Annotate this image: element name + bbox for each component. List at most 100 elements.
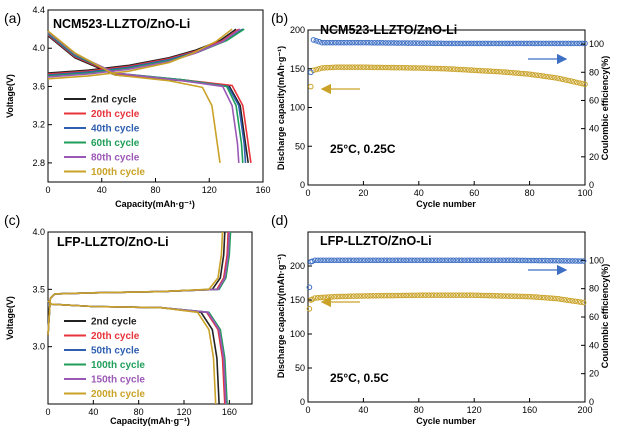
- panel-b-efficiency-point: [438, 40, 444, 47]
- panel-b-capacity-point: [524, 71, 530, 77]
- panel-a-x-tick-label: 40: [97, 185, 107, 195]
- panel-d-efficiency-point: [373, 257, 379, 264]
- panel-b-efficiency-point: [380, 40, 386, 46]
- panel-b-efficiency-point: [391, 40, 397, 46]
- panel-d-efficiency-point: [395, 257, 401, 264]
- panel-d-efficiency-point: [431, 257, 437, 264]
- panel-b-efficiency-point: [418, 40, 425, 47]
- panel-b-efficiency-point: [532, 40, 538, 47]
- panel-a-legend-label: 80th cycle: [91, 153, 140, 164]
- panel-b-capacity-point: [413, 65, 419, 71]
- panel-d-capacity-point: [367, 293, 374, 299]
- panel-d-capacity-point: [486, 292, 493, 299]
- panel-a-y-tick-label: 2.8: [32, 158, 45, 168]
- panel-d-efficiency-point: [420, 257, 426, 264]
- panel-d-annotation: 25°C, 0.5C: [330, 371, 389, 385]
- panel-d-efficiency-point: [497, 257, 504, 264]
- panel-d-capacity-point: [461, 292, 468, 299]
- panel-b-capacity-point: [341, 64, 347, 70]
- panel-b-capacity-point: [543, 73, 550, 80]
- panel-b-efficiency-point: [579, 40, 586, 47]
- panel-b-efficiency-point: [396, 40, 403, 46]
- panel-b-y-tick-label: 50: [295, 141, 305, 151]
- panel-b-ylabel: Discharge capacity(mAh·g⁻¹): [276, 46, 286, 170]
- panel-d-capacity-point: [425, 292, 432, 299]
- panel-c: 0 40 80 120 160 3.0 3.5 4.0 2nd cycle 20th cycl…: [4, 212, 253, 426]
- panel-c-legend-label: 50th cycle: [91, 346, 140, 357]
- panel-b-y-tick-label: 0: [300, 180, 305, 190]
- panel-d-efficiency-point: [461, 257, 468, 264]
- panel-b: 0 20 40 60 80 100 0 50 100 150 200 0 20 40 60 80 100 (…: [271, 10, 610, 209]
- panel-b-capacity-point: [388, 64, 394, 71]
- panel-d-efficiency-point: [337, 257, 343, 264]
- panel-a-legend: 2nd cycle 20th cycle 40th cycle 60th cycle 8…: [64, 95, 145, 178]
- panel-b-efficiency-point: [463, 40, 469, 47]
- panel-d-capacity-point: [353, 293, 360, 299]
- panel-c-charge-curve: [47, 231, 224, 336]
- panel-b-efficiency-point: [501, 40, 508, 47]
- panel-d-y2-tick-label: 0: [589, 397, 594, 407]
- panel-d-efficiency-point: [389, 257, 396, 264]
- panel-d-efficiency-point: [494, 257, 501, 264]
- panel-d-capacity-point: [389, 292, 396, 299]
- panel-d-points: [306, 257, 587, 312]
- panel-d-efficiency-point: [478, 257, 484, 264]
- panel-d-capacity-point: [447, 292, 454, 299]
- panel-b-capacity-point: [490, 68, 497, 75]
- panel-d-efficiency-point: [578, 258, 584, 264]
- panel-b-efficiency-point: [562, 40, 569, 47]
- panel-b-capacity-point: [366, 64, 372, 71]
- panel-a-ylabel: Voltage(V): [5, 74, 15, 118]
- panel-d-efficiency-point: [544, 257, 551, 264]
- panel-d-efficiency-point: [326, 257, 332, 264]
- panel-d-efficiency-point: [450, 257, 457, 264]
- panel-d-efficiency-point: [353, 257, 360, 264]
- panel-a-legend-label: 60th cycle: [91, 138, 140, 149]
- panel-d-x-tick-label: 40: [358, 405, 368, 415]
- panel-d-capacity-point: [439, 292, 446, 299]
- panel-b-capacity-point: [540, 73, 547, 79]
- panel-d-efficiency-point: [453, 257, 460, 264]
- panel-d-capacity-point: [483, 292, 490, 299]
- panel-b-capacity-point: [385, 64, 392, 71]
- panel-b-efficiency-point: [554, 40, 561, 47]
- panel-d-efficiency-point: [384, 257, 390, 264]
- panel-d-efficiency-point: [508, 257, 515, 264]
- panel-d-efficiency-point: [342, 257, 349, 264]
- panel-b-efficiency-point: [355, 39, 361, 46]
- panel-d-efficiency-point: [436, 257, 443, 264]
- panel-b-efficiency-point: [485, 40, 491, 47]
- panel-b-capacity-point: [474, 67, 480, 74]
- panel-d-xlabel: Cycle number: [416, 416, 476, 426]
- panel-a-x-tick-label: 120: [202, 185, 217, 195]
- panel-b-efficiency-point: [526, 40, 533, 47]
- panel-d-efficiency-point: [575, 258, 581, 264]
- panel-d-efficiency-point: [339, 257, 346, 264]
- panel-d-capacity-point: [481, 292, 487, 299]
- panel-b-y2-tick-label: 60: [589, 95, 599, 105]
- panel-d-efficiency-point: [392, 257, 399, 264]
- panel-d-capacity-point: [350, 293, 357, 300]
- panel-d-efficiency-point: [350, 257, 357, 264]
- panel-d-efficiency-point: [409, 257, 415, 264]
- panel-b-efficiency-point: [393, 40, 400, 46]
- panel-b-capacity-point: [440, 65, 447, 72]
- panel-b-capacity-point: [554, 75, 561, 81]
- panel-d-capacity-point: [522, 293, 529, 300]
- panel-b-efficiency-point: [496, 40, 502, 47]
- panel-b-efficiency-point: [499, 40, 505, 47]
- panel-b-efficiency-point: [490, 40, 497, 47]
- panel-d-capacity-point: [567, 297, 573, 304]
- panel-d-capacity-point: [472, 292, 479, 299]
- panel-c-x-tick-label: 120: [176, 407, 191, 417]
- panel-b-efficiency-point: [457, 40, 464, 47]
- panel-b-efficiency-point: [341, 39, 347, 46]
- panel-b-efficiency-point: [377, 40, 383, 46]
- panel-d-capacity-point: [428, 292, 435, 299]
- panel-b-efficiency-point: [324, 39, 331, 46]
- panel-d-capacity-point: [406, 292, 412, 299]
- panel-d-efficiency-point: [323, 257, 329, 264]
- panel-b-efficiency-point: [546, 40, 552, 47]
- panel-b-capacity-point: [313, 66, 320, 73]
- panel-b-efficiency-point: [429, 40, 436, 47]
